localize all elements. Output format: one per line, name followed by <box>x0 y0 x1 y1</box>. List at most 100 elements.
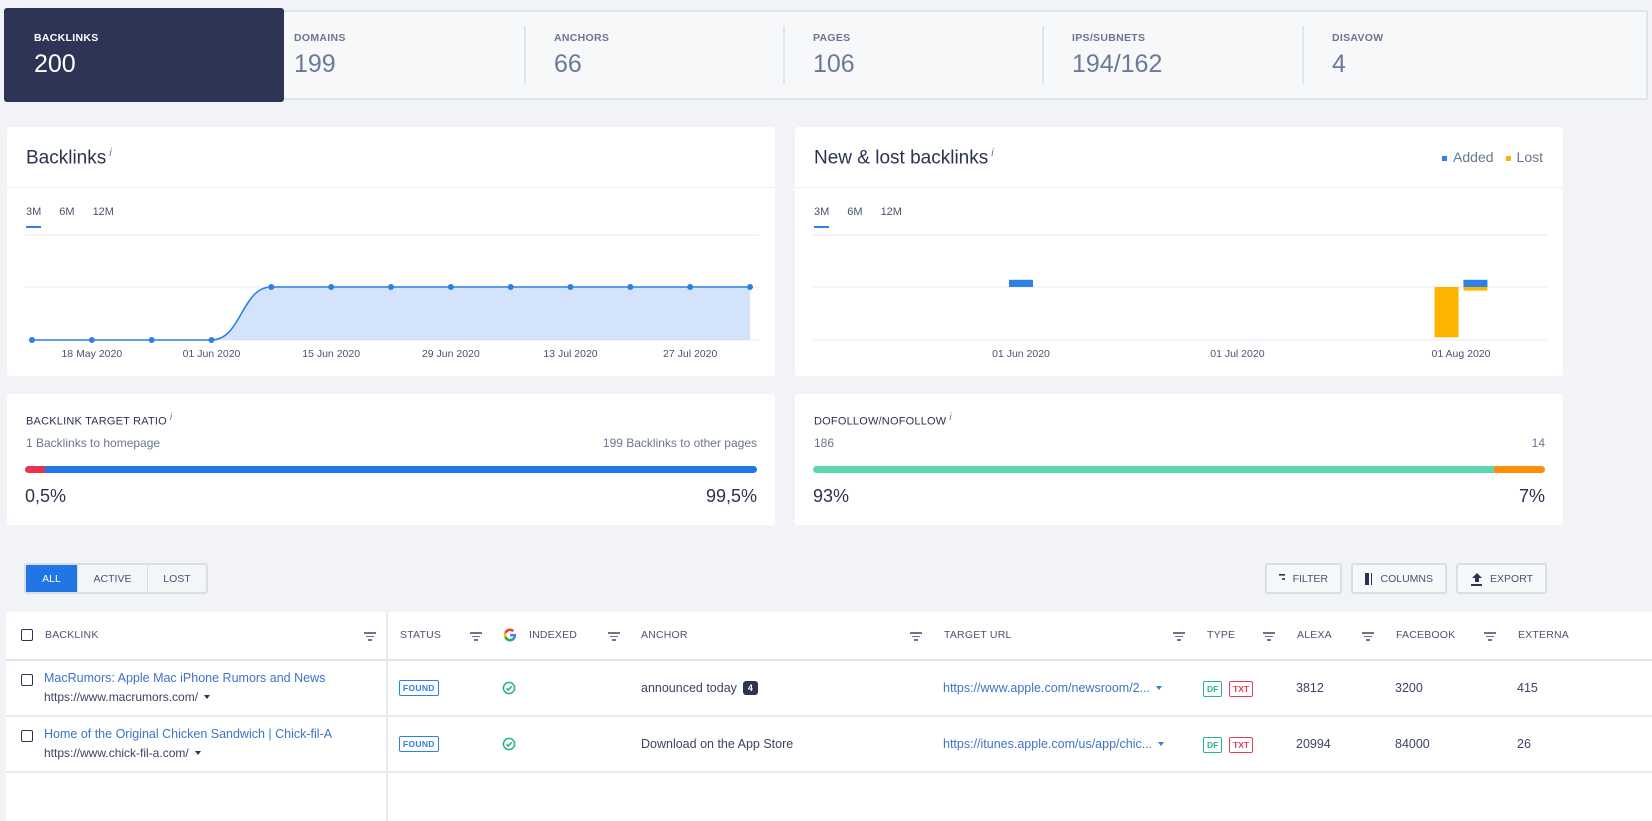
info-icon[interactable]: i <box>949 412 952 423</box>
export-button[interactable]: EXPORT <box>1456 563 1547 594</box>
tab-active[interactable]: ACTIVE <box>78 565 148 592</box>
new-lost-chart-card: New & lost backlinks i Added Lost 3M 6M 1… <box>795 127 1563 376</box>
dofollow-percent: 93% <box>813 486 850 506</box>
info-icon[interactable]: i <box>991 147 994 159</box>
stat-ips-subnets[interactable]: IPS/SUBNETS 194/162 <box>1042 8 1301 102</box>
column-type[interactable]: TYPE <box>1207 629 1236 641</box>
select-all-checkbox[interactable] <box>21 629 33 641</box>
filter-icon[interactable] <box>1173 632 1185 643</box>
new-lost-bar-chart: 01 Jun 2020 01 Jul 2020 01 Aug 2020 <box>813 234 1547 360</box>
backlink-title-link[interactable]: Home of the Original Chicken Sandwich | … <box>44 727 333 741</box>
export-label: EXPORT <box>1490 572 1533 585</box>
dofollow-segment <box>813 466 1494 473</box>
chevron-down-icon[interactable] <box>204 695 211 699</box>
target-url-link[interactable]: https://www.apple.com/newsroom/2... <box>943 681 1163 695</box>
legend-added[interactable]: Added <box>1442 149 1494 165</box>
legend-lost[interactable]: Lost <box>1505 149 1543 165</box>
filter-icon[interactable] <box>608 632 620 643</box>
backlink-title-link[interactable]: MacRumors: Apple Mac iPhone Rumors and N… <box>44 671 326 685</box>
table-row[interactable]: MacRumors: Apple Mac iPhone Rumors and N… <box>6 661 1652 717</box>
backlinks-area-chart: 18 May 2020 01 Jun 2020 15 Jun 2020 29 Jun … <box>25 234 759 360</box>
stat-backlinks[interactable]: BACKLINKS 200 <box>4 8 284 102</box>
column-alexa[interactable]: ALEXA <box>1297 629 1332 641</box>
bar-lost <box>1463 287 1488 291</box>
backlink-url[interactable]: https://www.macrumors.com/ <box>44 690 211 704</box>
backlinks-table: BACKLINK STATUS INDEXED ANCHOR TARGET UR… <box>6 612 1652 821</box>
stat-domains[interactable]: DOMAINS 199 <box>264 8 523 102</box>
column-status[interactable]: STATUS <box>400 629 442 641</box>
data-point <box>687 284 694 290</box>
stat-label: DISAVOW <box>1332 32 1384 44</box>
column-indexed[interactable]: INDEXED <box>529 629 578 641</box>
stat-label: DOMAINS <box>294 32 346 44</box>
filter-icon[interactable] <box>1263 632 1275 643</box>
facebook-value: 3200 <box>1395 681 1423 695</box>
status-badge: FOUND <box>399 680 439 696</box>
period-12m[interactable]: 12M <box>92 206 114 218</box>
column-backlink[interactable]: BACKLINK <box>45 629 99 641</box>
homepage-segment <box>25 466 45 473</box>
period-3m[interactable]: 3M <box>26 206 42 228</box>
row-checkbox[interactable] <box>21 730 33 742</box>
data-point <box>388 284 394 290</box>
x-tick-label: 29 Jun 2020 <box>422 348 480 360</box>
stat-disavow[interactable]: DISAVOW 4 <box>1302 8 1561 102</box>
data-point <box>88 337 95 343</box>
column-anchor[interactable]: ANCHOR <box>641 629 688 641</box>
info-icon[interactable]: i <box>109 147 112 159</box>
anchor-count-badge: 4 <box>742 681 758 695</box>
filter-icon[interactable] <box>364 632 376 643</box>
filter-icon[interactable] <box>1362 632 1374 643</box>
legend-swatch <box>1442 155 1448 161</box>
card-title: Backlinks i <box>26 147 112 169</box>
period-selector: 3M 6M 12M <box>26 206 114 228</box>
table-header: BACKLINK STATUS INDEXED ANCHOR TARGET UR… <box>6 612 1652 661</box>
card-title: DOFOLLOW/NOFOLLOW i <box>814 412 952 428</box>
bar-added <box>1009 279 1033 287</box>
stat-anchors[interactable]: ANCHORS 66 <box>524 8 783 102</box>
table-row[interactable]: Home of the Original Chicken Sandwich | … <box>6 717 1652 773</box>
backlink-url[interactable]: https://www.chick-fil-a.com/ <box>44 746 201 760</box>
data-point <box>268 284 275 290</box>
stat-label: PAGES <box>813 32 851 44</box>
nofollow-percent: 7% <box>1518 486 1545 506</box>
x-tick-label: 27 Jul 2020 <box>663 348 717 360</box>
backlink-target-ratio-card: BACKLINK TARGET RATIO i 1 Backlinks to ho… <box>7 394 775 525</box>
filter-icon[interactable] <box>910 632 922 643</box>
tab-lost[interactable]: LOST <box>163 572 191 585</box>
data-point <box>328 284 335 290</box>
info-icon[interactable]: i <box>169 412 173 423</box>
tab-all[interactable]: ALL <box>26 565 78 592</box>
nofollow-segment <box>1493 466 1545 473</box>
column-target-url[interactable]: TARGET URL <box>944 629 1012 641</box>
homepage-count: 1 Backlinks to homepage <box>26 436 161 450</box>
period-6m[interactable]: 6M <box>847 206 863 218</box>
column-external[interactable]: EXTERNA <box>1518 629 1569 641</box>
column-facebook[interactable]: FACEBOOK <box>1396 629 1456 641</box>
period-6m[interactable]: 6M <box>59 206 75 218</box>
chevron-down-icon[interactable] <box>1156 686 1163 690</box>
divider <box>7 187 775 188</box>
other-pages-percent: 99,5% <box>705 486 757 506</box>
period-12m[interactable]: 12M <box>880 206 902 218</box>
filter-button[interactable]: FILTER <box>1265 563 1342 594</box>
type-df-badge: DF <box>1203 737 1223 753</box>
period-3m[interactable]: 3M <box>814 206 830 228</box>
stat-value: 200 <box>34 50 76 78</box>
follow-progress-bar <box>813 466 1545 473</box>
stat-pages[interactable]: PAGES 106 <box>783 8 1042 102</box>
filter-icon[interactable] <box>1484 632 1496 643</box>
target-url-link[interactable]: https://itunes.apple.com/us/app/chic... <box>943 737 1165 751</box>
filter-icon[interactable] <box>470 632 482 643</box>
external-value: 415 <box>1517 681 1538 695</box>
columns-button[interactable]: COLUMNS <box>1351 563 1447 594</box>
card-title: BACKLINK TARGET RATIO i <box>26 412 173 428</box>
chevron-down-icon[interactable] <box>194 751 201 755</box>
stat-label: IPS/SUBNETS <box>1072 32 1146 44</box>
x-tick-label: 01 Jul 2020 <box>1210 348 1264 360</box>
row-checkbox[interactable] <box>21 674 33 686</box>
data-point <box>447 284 454 290</box>
data-point <box>627 284 634 290</box>
chevron-down-icon[interactable] <box>1158 742 1165 746</box>
divider <box>795 187 1563 188</box>
